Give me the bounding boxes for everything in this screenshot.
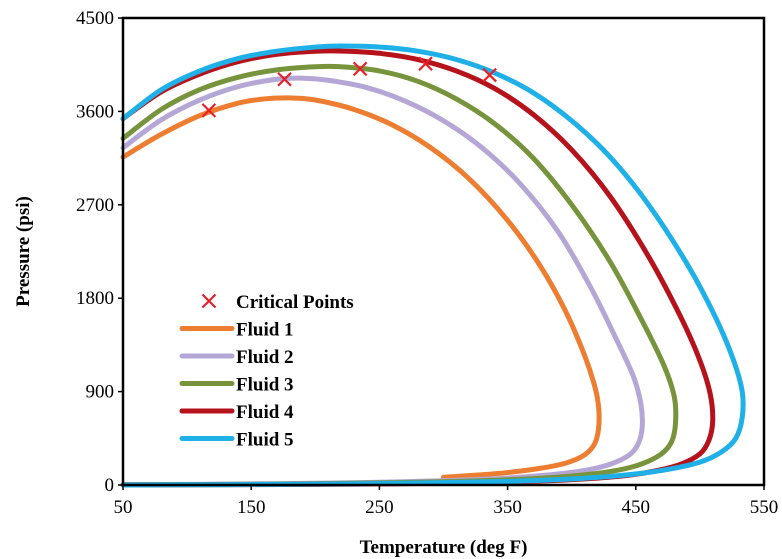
legend-label-fluid-1: Fluid 1 (236, 320, 294, 341)
critical-point-marker-4 (418, 56, 433, 71)
series-curves (120, 43, 746, 488)
x-tick-label: 550 (750, 497, 779, 518)
series-line-fluid-1 (120, 95, 602, 480)
critical-point-markers (201, 56, 497, 118)
critical-point-marker-1 (201, 103, 217, 118)
legend: Critical Points Fluid 1 Fluid 2 Fluid 3 Flui… (179, 292, 354, 451)
critical-point-marker-2 (277, 71, 292, 87)
critical-point-marker-5 (482, 67, 497, 83)
legend-label-fluid-2: Fluid 2 (236, 347, 294, 368)
x-axis-label: Temperature (deg F) (360, 537, 528, 558)
y-tick-label: 4500 (76, 8, 114, 29)
x-tick-label: 350 (493, 497, 522, 518)
axis-ticks: 50 150 250 350 450 550 0 900 1800 2700 3600 4500 (76, 8, 778, 518)
legend-label-fluid-5: Fluid 5 (236, 430, 294, 451)
y-tick-label: 2700 (76, 195, 114, 216)
legend-label-critical-points: Critical Points (236, 292, 354, 313)
plot-area-frame (121, 16, 766, 487)
y-tick-label: 900 (86, 382, 115, 403)
legend-critical-points-marker (201, 293, 217, 309)
x-tick-label: 50 (114, 497, 133, 518)
legend-label-fluid-3: Fluid 3 (236, 375, 294, 396)
y-tick-label: 3600 (76, 101, 114, 122)
critical-point-marker-3 (352, 61, 368, 77)
y-tick-label: 1800 (76, 288, 114, 309)
y-axis-label: Pressure (psi) (13, 196, 34, 307)
x-tick-label: 250 (365, 497, 394, 518)
y-tick-label: 0 (105, 475, 115, 496)
legend-label-fluid-4: Fluid 4 (236, 402, 294, 423)
series-line-fluid-5 (120, 43, 746, 488)
x-tick-label: 150 (237, 497, 266, 518)
x-tick-label: 450 (622, 497, 651, 518)
